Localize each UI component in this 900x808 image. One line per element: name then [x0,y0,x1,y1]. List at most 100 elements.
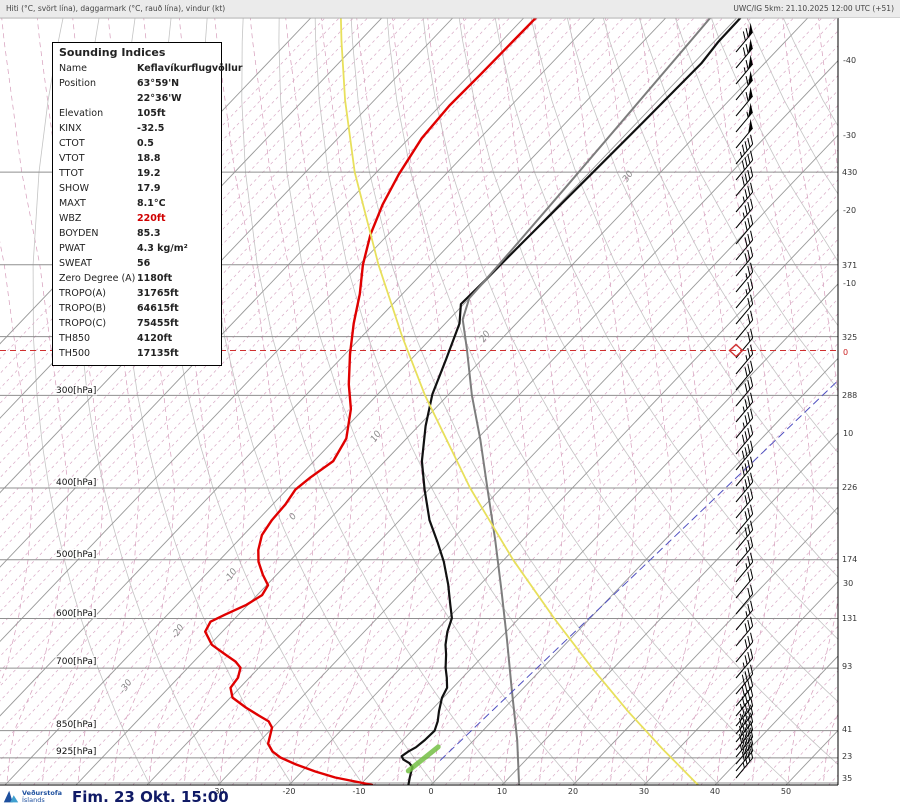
right-height-label: 35 [842,774,852,783]
index-label: VTOT [59,153,85,164]
index-value: 105ft [137,108,166,119]
index-value: 64615ft [137,303,179,314]
temperature-line [400,18,742,785]
index-row: TH850 4120ft [59,331,215,346]
right-temp-label: 30 [843,579,853,588]
index-label: TROPO(C) [59,318,107,329]
right-temp-label: 10 [843,429,853,438]
right-height-label: 93 [842,662,852,671]
index-row: Elevation 105ft [59,106,215,121]
diagonal-line-label: 0 [288,511,300,522]
yellow-adiabat-line [339,18,699,785]
index-value: 4120ft [137,333,173,344]
bottom-temp-tick: 30 [639,787,649,796]
index-row: Name Keflavíkurflugvöllur [59,61,243,76]
index-row: WBZ 220ft [59,211,215,226]
index-label: TTOT [59,168,84,179]
index-value: 17.9 [137,183,161,194]
bottom-temp-tick: 10 [497,787,507,796]
vedurstofa-logo-text: Veðurstofa Íslands [22,789,63,804]
model-run-text: UWC/IG 5km: 21.10.2025 12:00 UTC (+51) [733,4,894,13]
index-label: MAXT [59,198,86,209]
wind-barb-column [735,22,754,779]
bottom-temp-tick: -20 [282,787,295,796]
bottom-temp-tick: 40 [710,787,720,796]
plot-area [0,18,838,785]
dewpoint-line [203,18,538,785]
index-value: 75455ft [137,318,179,329]
index-row: MAXT 8.1°C [59,196,215,211]
diagonal-line-label: -30 [118,678,135,696]
right-temp-label: -10 [843,279,856,288]
index-row: TTOT 19.2 [59,166,215,181]
axis-labels: 430 371 325 288 226 174 131 93 41 23 35 -40 -30 -20 -1… [55,56,858,796]
right-height-label: 131 [842,614,857,623]
right-height-label: 174 [842,555,857,564]
index-label: CTOT [59,138,85,149]
index-label: TH500 [59,348,91,359]
index-value: 19.2 [137,168,161,179]
right-height-label: 288 [842,391,857,400]
bottom-temp-tick: -10 [352,787,365,796]
right-temp-label: -20 [843,206,856,215]
index-label: KINX [59,123,82,134]
indices-title: Sounding Indices [59,46,166,59]
index-row: SHOW 17.9 [59,181,215,196]
diagonal-line-label: 10 [369,429,384,444]
right-height-label: 325 [842,333,857,342]
index-value: 1180ft [137,273,173,284]
index-value: 31765ft [137,288,179,299]
index-label: SHOW [59,183,90,194]
index-value: Keflavíkurflugvöllur [137,63,243,74]
index-value: 17135ft [137,348,179,359]
index-label: TROPO(A) [59,288,106,299]
right-temp-label: -40 [843,56,856,65]
index-row: Zero Degree (A) 1180ft [59,271,215,286]
index-value: 56 [137,258,151,269]
right-height-label: 430 [842,168,857,177]
index-row: Position 63°59'N 22°36'W [59,76,215,106]
top-info-bar: Hiti (°C, svört lína), daggarmark (°C, r… [0,0,900,18]
index-value: 220ft [137,213,166,224]
index-label: Name [59,63,88,74]
diagonal-line-label: -10 [223,567,240,585]
index-label: Zero Degree (A) [59,273,136,284]
index-label: WBZ [59,213,82,224]
pressure-level-label: 400[hPa] [56,478,96,488]
index-label: TH850 [59,333,91,344]
bottom-temp-tick: 50 [781,787,791,796]
legend-text: Hiti (°C, svört lína), daggarmark (°C, r… [6,4,226,13]
index-row: TH500 17135ft [59,346,215,361]
right-height-label: 23 [842,752,852,761]
index-row: CTOT 0.5 [59,136,215,151]
index-row: VTOT 18.8 [59,151,215,166]
pressure-level-label: 500[hPa] [56,550,96,560]
bottom-temp-tick: 20 [568,787,578,796]
index-label: SWEAT [59,258,92,269]
index-label: Position [59,78,96,89]
pressure-level-label: 925[hPa] [56,747,96,757]
right-height-label: 41 [842,725,852,734]
background-grid [0,18,838,785]
index-label: Elevation [59,108,104,119]
right-zero-label: 0 [843,348,848,357]
sounding-indices-box: Sounding Indices Name Keflavíkurflugvöllu… [52,42,243,366]
right-temp-label: -30 [843,131,856,140]
index-row: PWAT 4.3 kg/m² [59,241,215,256]
index-value: 63°59'N 22°36'W [137,78,182,104]
index-row: SWEAT 56 [59,256,215,271]
index-row: TROPO(A) 31765ft [59,286,215,301]
vedurstofa-logo-icon [3,790,19,803]
index-row: KINX -32.5 [59,121,215,136]
index-value: 8.1°C [137,198,166,209]
green-segment-line [405,744,441,774]
index-value: 85.3 [137,228,161,239]
bottom-bar: Veðurstofa Íslands Fim. 23 Okt. 15:00 [0,786,229,808]
blue-dashed-line [439,379,838,761]
vedurstofa-logo: Veðurstofa Íslands [2,788,62,806]
indices-rows: Name Keflavíkurflugvöllur Position 63°59'N … [59,61,243,361]
index-label: TROPO(B) [59,303,107,314]
index-row: TROPO(B) 64615ft [59,301,215,316]
